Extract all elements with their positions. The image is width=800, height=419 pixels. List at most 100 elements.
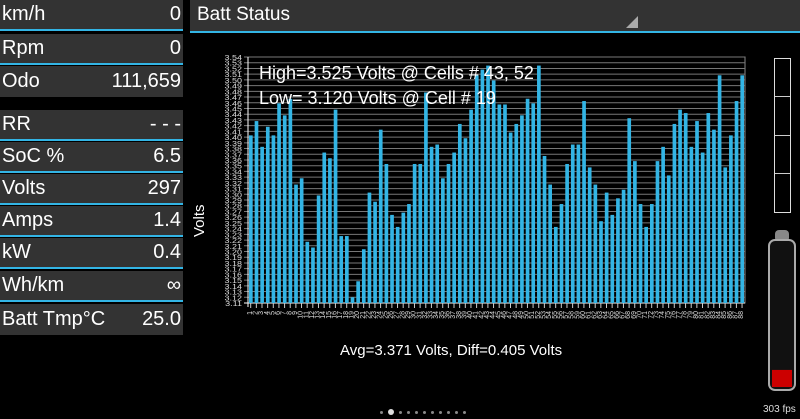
metric-label: Batt Tmp°C	[2, 308, 106, 330]
x-tick-label: 33	[428, 311, 435, 319]
y-tick-label: 3.44	[225, 111, 243, 119]
x-tick-label: 4	[264, 311, 271, 315]
bar-cell-45	[497, 104, 502, 303]
bar-cell-61	[587, 167, 592, 303]
x-tick-label: 39	[461, 311, 468, 319]
bar-cell-62	[593, 184, 598, 303]
page-indicator[interactable]	[380, 409, 466, 415]
y-tick-label: 3.51	[225, 71, 243, 79]
x-tick-label: 54	[546, 311, 553, 319]
x-tick-label: 86	[727, 311, 734, 319]
y-tick-label: 3.11	[225, 300, 242, 308]
y-tick-label: 3.41	[225, 128, 243, 136]
x-tick-label: 13	[315, 311, 322, 319]
bar-cell-20	[356, 281, 360, 303]
x-tick-label: 7	[281, 311, 288, 315]
bar-cell-72	[649, 204, 654, 303]
y-tick-label: 3.38	[225, 145, 243, 153]
y-tick-label: 3.25	[225, 220, 243, 228]
x-tick-label: 2	[252, 311, 259, 315]
metric-value: 0.4	[153, 241, 181, 263]
y-tick-label: 3.37	[225, 151, 243, 159]
bar-cell-1	[249, 135, 253, 303]
fps-counter: 303 fps	[763, 404, 796, 415]
bar-cell-26	[390, 214, 394, 303]
y-tick-label: 3.46	[225, 100, 243, 108]
x-tick-label: 75	[665, 311, 672, 319]
y-tick-label: 3.22	[225, 237, 243, 245]
x-tick-label: 62	[591, 311, 598, 319]
bar-cell-79	[689, 146, 694, 303]
x-tick-label: 19	[348, 311, 355, 319]
title-bar[interactable]: Batt Status	[190, 0, 800, 33]
bar-cell-37	[452, 152, 456, 303]
x-tick-label: 50	[524, 311, 531, 319]
metric-label: Rpm	[2, 37, 45, 59]
x-tick-label: 6	[275, 311, 282, 315]
x-tick-label: 47	[507, 311, 514, 319]
x-tick-label: 85	[721, 311, 728, 319]
bar-cell-78	[683, 113, 688, 303]
x-tick-label: 51	[529, 311, 536, 319]
bar-cell-8	[288, 98, 293, 303]
bar-cell-86	[729, 135, 733, 303]
y-tick-label: 3.16	[225, 271, 243, 279]
bar-cell-34	[435, 144, 440, 303]
bar-cell-65	[610, 214, 615, 303]
bar-cell-59	[576, 144, 581, 303]
metric-row-volts: Volts 297	[0, 174, 183, 205]
x-tick-label: 8	[286, 311, 293, 315]
bar-cell-5	[271, 135, 276, 303]
x-tick-label: 72	[648, 311, 655, 319]
x-tick-label: 22	[365, 311, 372, 319]
y-tick-label: 3.20	[225, 248, 243, 256]
x-tick-label: 12	[309, 311, 316, 319]
metric-row-kw: kW 0.4	[0, 238, 183, 269]
x-tick-label: 61	[586, 311, 593, 319]
bar-cell-38	[457, 123, 462, 304]
y-tick-label: 3.47	[225, 94, 243, 102]
x-tick-label: 58	[569, 311, 576, 319]
x-tick-label: 71	[642, 311, 649, 319]
y-tick-label: 3.29	[225, 197, 243, 205]
avg-diff-text: Avg=3.371 Volts, Diff=0.405 Volts	[340, 342, 563, 359]
bar-cell-15	[328, 158, 332, 303]
y-tick-label: 3.32	[225, 180, 243, 188]
bar-cell-73	[655, 161, 660, 303]
bar-cell-64	[604, 192, 609, 303]
x-tick-label: 35	[439, 311, 446, 319]
x-tick-label: 42	[478, 311, 485, 319]
y-tick-label: 3.17	[225, 265, 243, 273]
bar-cell-11	[305, 241, 310, 303]
x-tick-label: 37	[450, 311, 457, 319]
x-tick-label: 77	[676, 311, 683, 319]
y-tick-label: 3.30	[225, 191, 243, 199]
bar-cell-57	[565, 163, 569, 303]
x-tick-label: 81	[699, 311, 706, 319]
bar-cell-42	[480, 69, 485, 303]
bar-cell-87	[734, 101, 739, 303]
metric-row-amps: Amps 1.4	[0, 206, 183, 237]
metric-label: RR	[2, 113, 31, 135]
bar-cell-32	[424, 92, 428, 303]
y-tick-label: 3.19	[225, 254, 243, 262]
dropdown-corner-icon[interactable]	[626, 16, 638, 28]
x-tick-label: 11	[303, 311, 310, 318]
y-tick-label: 3.35	[225, 163, 243, 171]
metric-label: kW	[2, 241, 31, 263]
metric-row-soc-: SoC % 6.5	[0, 142, 183, 173]
bar-cell-21	[361, 249, 366, 303]
x-tick-label: 21	[360, 311, 367, 319]
metric-row-rr: RR - - -	[0, 110, 183, 141]
bar-cell-68	[627, 118, 632, 303]
bar-cell-13	[316, 195, 321, 303]
metric-row-odo: Odo 111,659	[0, 66, 183, 97]
bar-cell-70	[638, 204, 643, 303]
x-tick-label: 78	[682, 311, 689, 319]
x-tick-label: 30	[411, 311, 418, 319]
cell-voltage-chart: 3.113.123.133.143.153.163.173.183.193.20…	[191, 54, 746, 319]
x-tick-label: 31	[416, 311, 423, 319]
cell-indicator-box	[774, 58, 791, 213]
metric-row-rpm: Rpm 0	[0, 34, 183, 65]
bar-cell-9	[294, 184, 298, 303]
